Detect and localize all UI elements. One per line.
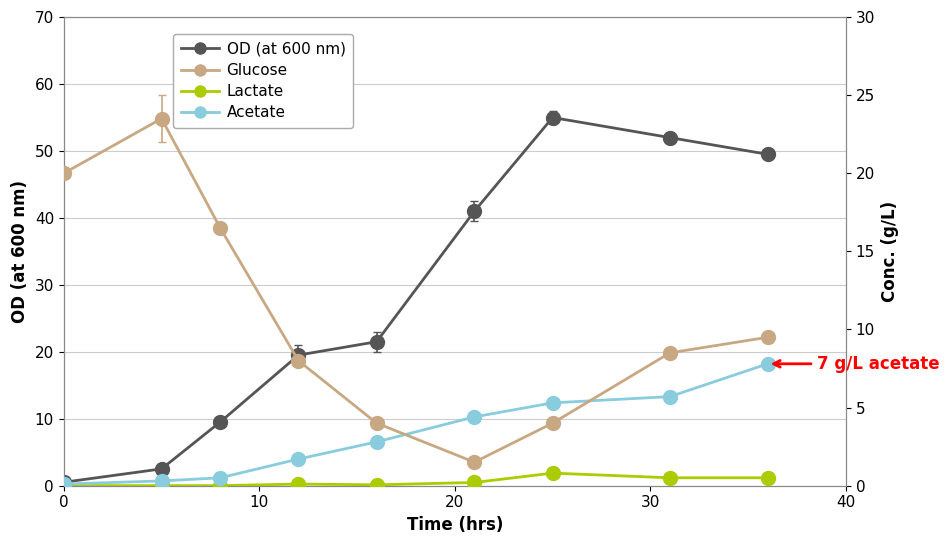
Lactate [156, 482, 168, 489]
Acetate [156, 477, 168, 484]
Lactate [214, 482, 226, 489]
Lactate [371, 482, 383, 488]
Line: Acetate: Acetate [57, 357, 775, 491]
Y-axis label: OD (at 600 nm): OD (at 600 nm) [11, 180, 30, 323]
Acetate [664, 393, 676, 400]
Lactate [546, 470, 558, 476]
Acetate [214, 475, 226, 481]
Legend: OD (at 600 nm), Glucose, Lactate, Acetate: OD (at 600 nm), Glucose, Lactate, Acetat… [173, 34, 353, 128]
Acetate [58, 481, 69, 487]
Acetate [292, 456, 304, 462]
Line: Lactate: Lactate [57, 466, 775, 493]
Y-axis label: Conc. (g/L): Conc. (g/L) [881, 201, 899, 302]
Acetate [762, 361, 773, 367]
Text: 7 g/L acetate: 7 g/L acetate [774, 355, 940, 373]
Lactate [762, 475, 773, 481]
Acetate [546, 399, 558, 406]
Acetate [468, 414, 480, 420]
Acetate [371, 439, 383, 445]
Lactate [58, 482, 69, 489]
Lactate [468, 479, 480, 486]
Lactate [664, 475, 676, 481]
X-axis label: Time (hrs): Time (hrs) [407, 516, 503, 534]
Lactate [292, 481, 304, 487]
